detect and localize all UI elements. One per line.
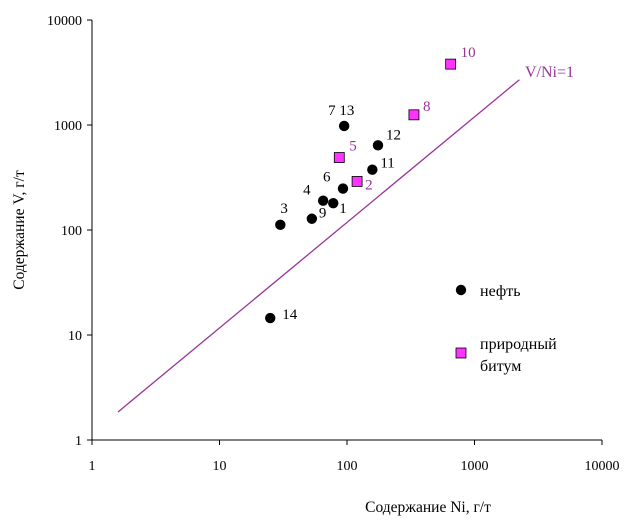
bitumen-point	[445, 58, 457, 70]
y-tick-label: 100	[61, 224, 82, 239]
oil-point	[372, 140, 384, 151]
y-tick-label: 1000	[54, 119, 82, 134]
x-tick-label: 10000	[585, 459, 620, 474]
legend: нефть природный битум	[455, 283, 557, 375]
oil-point	[367, 164, 378, 175]
y-tick-label: 10	[68, 329, 82, 344]
y-ticks: 1 10 100 1000 10000	[47, 14, 92, 449]
x-tick-label: 1	[89, 459, 96, 474]
oil-point	[265, 312, 276, 324]
oil-point	[306, 213, 318, 224]
x-axis-label: Содержание Ni, г/т	[365, 499, 491, 516]
bitumen-point	[408, 109, 420, 121]
legend-oil-label: нефть	[480, 283, 521, 300]
point-label: 2	[365, 177, 373, 193]
y-axis-label: Содержание V, г/т	[11, 170, 28, 290]
x-tick-label: 10	[213, 459, 227, 474]
x-ticks: 1 10 100 1000 10000	[89, 440, 620, 474]
point-label: 9	[319, 206, 327, 222]
oil-point	[275, 219, 286, 231]
legend-oil-marker	[455, 284, 467, 296]
oil-point	[328, 197, 339, 209]
x-tick-label: 100	[337, 459, 358, 474]
ratio-line	[117, 79, 520, 413]
point-label: 12	[386, 127, 401, 143]
oil-point	[338, 120, 350, 132]
point-label: 3	[280, 201, 288, 217]
point-label: 14	[282, 307, 298, 323]
ratio-line-label: V/Ni=1	[525, 64, 574, 81]
point-label: 4	[303, 183, 311, 199]
axes	[91, 20, 602, 441]
legend-bitumen-label: природный битум	[480, 336, 557, 375]
point-label: 10	[461, 45, 476, 61]
point-label: 6	[323, 170, 331, 186]
data-points: 1 346 7 13 9 11 12 14 2 5 8 10	[265, 45, 476, 324]
point-label: 7 13	[328, 103, 354, 119]
point-label: 8	[423, 99, 431, 115]
y-tick-label: 10000	[47, 14, 82, 29]
point-label: 1	[339, 201, 347, 217]
bitumen-point	[333, 152, 345, 163]
point-label: 5	[349, 139, 357, 155]
point-label: 11	[380, 156, 394, 172]
oil-point	[317, 195, 329, 206]
bitumen-point	[351, 176, 363, 187]
x-tick-label: 1000	[461, 459, 489, 474]
legend-bitumen-marker	[455, 347, 467, 359]
oil-point	[337, 183, 349, 194]
y-tick-label: 1	[75, 434, 82, 449]
